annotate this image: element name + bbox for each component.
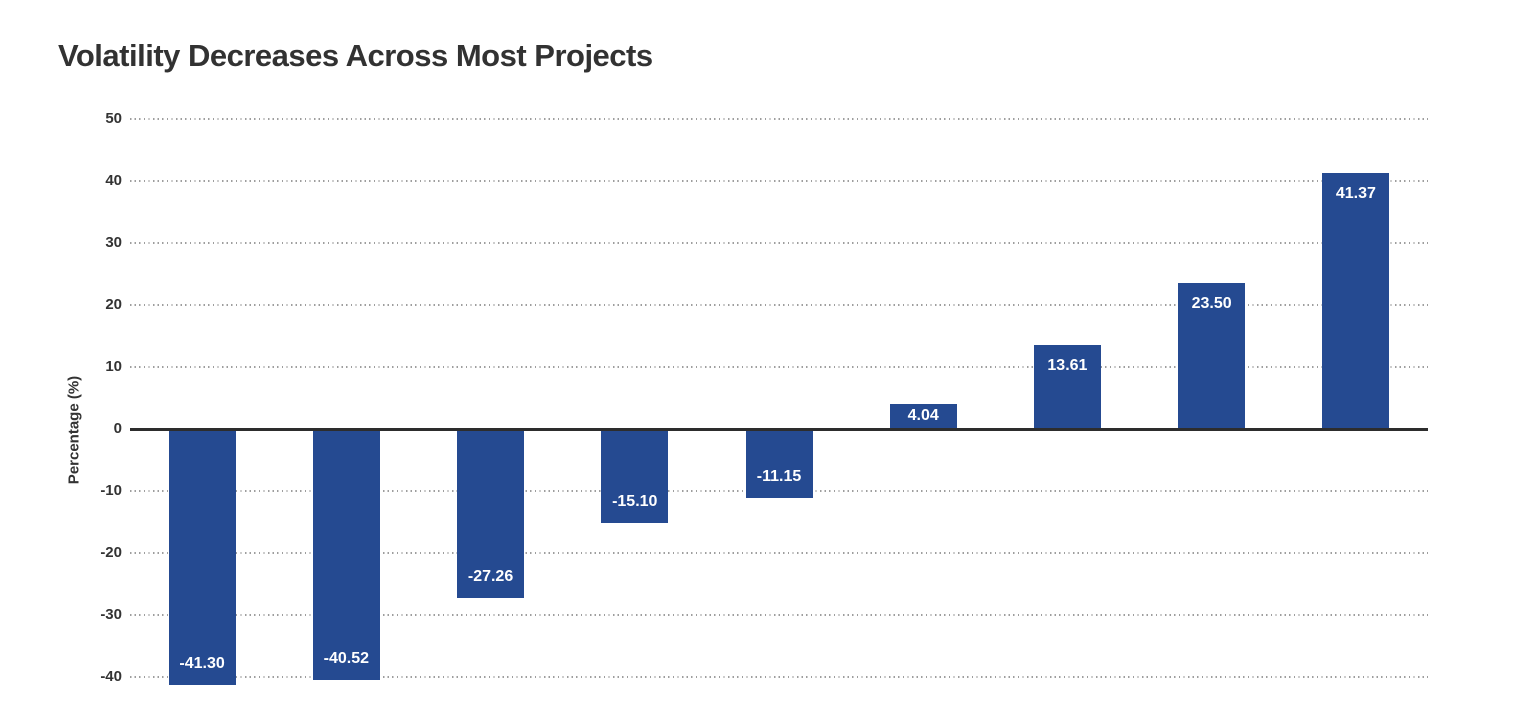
gridline <box>130 614 1428 616</box>
chart-title: Volatility Decreases Across Most Project… <box>58 38 653 73</box>
gridline <box>130 118 1428 120</box>
bar-value-label: -15.10 <box>612 492 658 510</box>
bar-value-label: 4.04 <box>907 407 939 425</box>
y-tick-label: -30 <box>100 606 122 623</box>
bar <box>1033 344 1101 429</box>
gridline <box>130 180 1428 182</box>
bar <box>745 429 813 499</box>
gridline <box>130 676 1428 678</box>
y-tick-label: 20 <box>105 296 122 313</box>
y-tick-label: 40 <box>105 172 122 189</box>
bar <box>312 429 380 681</box>
gridline <box>130 366 1428 368</box>
bar <box>1322 172 1390 429</box>
zero-axis-line <box>130 427 1428 431</box>
gridline <box>130 552 1428 554</box>
bar-value-label: -40.52 <box>323 650 370 668</box>
bar <box>168 429 236 686</box>
bar-value-label: 23.50 <box>1191 295 1232 313</box>
bar-value-label: -27.26 <box>467 568 514 585</box>
y-tick-label: -10 <box>100 482 122 499</box>
bar-value-label: 13.61 <box>1047 356 1088 374</box>
gridline <box>130 304 1428 306</box>
gridline <box>130 242 1428 244</box>
bar <box>601 429 669 523</box>
y-tick-label: 50 <box>105 110 122 127</box>
bar-value-label: -41.30 <box>179 655 225 673</box>
bar-value-label: -11.15 <box>756 468 802 486</box>
bar <box>457 429 525 598</box>
y-tick-label: 10 <box>105 358 122 375</box>
y-tick-label: -20 <box>100 544 122 561</box>
bar <box>1178 283 1246 429</box>
bar <box>889 403 957 429</box>
bar-value-label: 41.37 <box>1335 184 1376 202</box>
y-tick-label: 0 <box>113 420 122 437</box>
y-tick-label: 30 <box>105 234 122 251</box>
y-tick-label: -40 <box>100 668 122 685</box>
